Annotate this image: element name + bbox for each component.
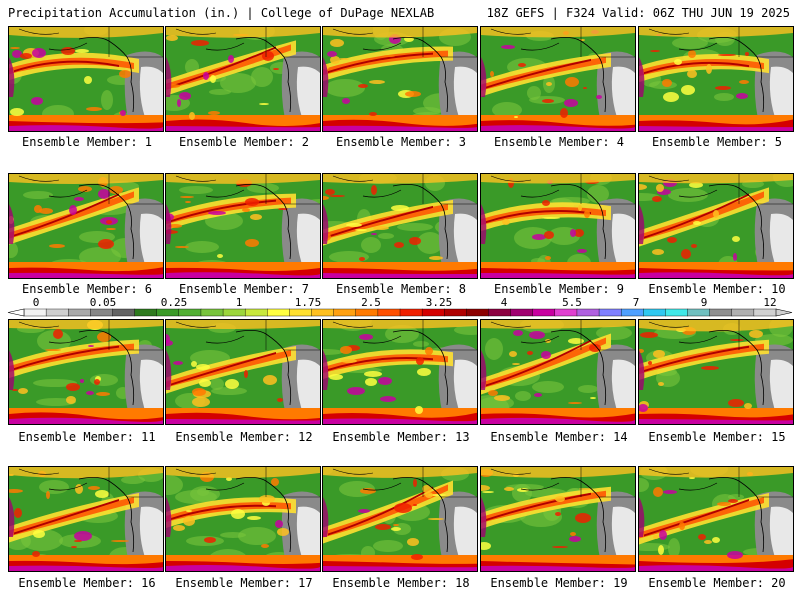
ensemble-member-map-8 (322, 173, 478, 279)
ensemble-member-map-4 (480, 26, 636, 132)
ensemble-member-map-1 (8, 26, 164, 132)
colorbar-tick-label: 4 (501, 296, 508, 309)
ensemble-member-label: Ensemble Member: 3 (335, 135, 467, 149)
colorbar-tick-label: 1.75 (295, 296, 322, 309)
ensemble-member-map-14 (480, 319, 636, 425)
ensemble-member-label: Ensemble Member: 1 (21, 135, 153, 149)
ensemble-member-map-20 (638, 466, 794, 572)
ensemble-member-label: Ensemble Member: 15 (648, 430, 786, 444)
colorbar-tick-label: 5.5 (562, 296, 582, 309)
colorbar-swatch (466, 308, 489, 317)
colorbar-swatch (90, 308, 113, 317)
colorbar-swatch (620, 308, 644, 317)
colorbar-swatch (665, 308, 689, 317)
ensemble-member-label: Ensemble Member: 11 (18, 430, 156, 444)
colorbar-swatch (488, 308, 512, 317)
ensemble-member-label: Ensemble Member: 6 (21, 282, 153, 296)
colorbar-swatch (576, 308, 600, 317)
ensemble-member-label: Ensemble Member: 19 (490, 576, 628, 590)
colorbar-swatch (421, 308, 445, 317)
ensemble-member-label: Ensemble Member: 12 (175, 430, 313, 444)
colorbar-swatch (753, 308, 777, 317)
colorbar-swatch (554, 308, 578, 317)
ensemble-member-map-11 (8, 319, 164, 425)
ensemble-member-label: Ensemble Member: 13 (332, 430, 470, 444)
colorbar-swatch (598, 308, 622, 317)
ensemble-member-label: Ensemble Member: 18 (332, 576, 470, 590)
ensemble-member-map-16 (8, 466, 164, 572)
ensemble-member-map-2 (165, 26, 321, 132)
ensemble-member-label: Ensemble Member: 4 (493, 135, 625, 149)
colorbar-swatch (311, 308, 335, 317)
ensemble-member-label: Ensemble Member: 14 (490, 430, 628, 444)
colorbar-swatch (709, 308, 733, 317)
colorbar-swatch (112, 308, 136, 317)
ensemble-member-map-9 (480, 173, 636, 279)
colorbar-right-arrow (775, 308, 793, 317)
ensemble-member-label: Ensemble Member: 7 (178, 282, 310, 296)
ensemble-member-map-15 (638, 319, 794, 425)
colorbar-swatch (244, 308, 268, 317)
ensemble-member-map-18 (322, 466, 478, 572)
ensemble-member-map-19 (480, 466, 636, 572)
colorbar-tick-label: 2.5 (361, 296, 381, 309)
ensemble-member-label: Ensemble Member: 9 (493, 282, 625, 296)
colorbar-tick-label: 1 (236, 296, 243, 309)
colorbar-tick-label: 0 (33, 296, 40, 309)
colorbar-tick-label: 12 (763, 296, 776, 309)
colorbar-tick-label: 3.25 (426, 296, 453, 309)
colorbar-tick-label: 0.25 (161, 296, 188, 309)
valid-time: 18Z GEFS | F324 Valid: 06Z THU JUN 19 20… (486, 6, 790, 20)
colorbar-swatch (377, 308, 401, 317)
ensemble-member-map-12 (165, 319, 321, 425)
ensemble-member-map-10 (638, 173, 794, 279)
ensemble-member-label: Ensemble Member: 17 (175, 576, 313, 590)
colorbar-swatch (156, 308, 180, 317)
colorbar-swatch (289, 308, 313, 317)
map-title: Precipitation Accumulation (in.) | Colle… (8, 6, 435, 20)
ensemble-member-map-7 (165, 173, 321, 279)
colorbar-swatch (267, 308, 290, 317)
colorbar-swatch (178, 308, 202, 317)
precip-colorbar: 0 0.05 0.25 1 1.75 2.5 3.25 4 5.5 7 9 12 (7, 296, 793, 317)
ensemble-member-map-13 (322, 319, 478, 425)
colorbar-swatch (200, 308, 224, 317)
ensemble-member-map-17 (165, 466, 321, 572)
colorbar-left-arrow (7, 308, 25, 317)
ensemble-member-label: Ensemble Member: 5 (651, 135, 783, 149)
colorbar-swatch (532, 308, 556, 317)
colorbar-tick-label: 9 (701, 296, 708, 309)
ensemble-member-label: Ensemble Member: 8 (335, 282, 467, 296)
colorbar-tick-label: 0.05 (90, 296, 117, 309)
colorbar-swatch (23, 308, 47, 317)
colorbar-swatch (510, 308, 534, 317)
colorbar-swatch (643, 308, 666, 317)
ensemble-member-label: Ensemble Member: 10 (648, 282, 786, 296)
colorbar-swatch (444, 308, 467, 317)
ensemble-member-label: Ensemble Member: 20 (648, 576, 786, 590)
ensemble-member-map-5 (638, 26, 794, 132)
ensemble-member-map-3 (322, 26, 478, 132)
colorbar-swatch (399, 308, 423, 317)
colorbar-swatch (355, 308, 379, 317)
colorbar-swatch (134, 308, 158, 317)
ensemble-member-label: Ensemble Member: 16 (18, 576, 156, 590)
colorbar-swatch (731, 308, 755, 317)
ensemble-member-map-6 (8, 173, 164, 279)
colorbar-tick-label: 7 (633, 296, 640, 309)
colorbar-swatch (687, 308, 711, 317)
ensemble-member-label: Ensemble Member: 2 (178, 135, 310, 149)
colorbar-swatch (45, 308, 69, 317)
colorbar-swatch (222, 308, 246, 317)
colorbar-swatch (333, 308, 357, 317)
colorbar-swatch (68, 308, 91, 317)
